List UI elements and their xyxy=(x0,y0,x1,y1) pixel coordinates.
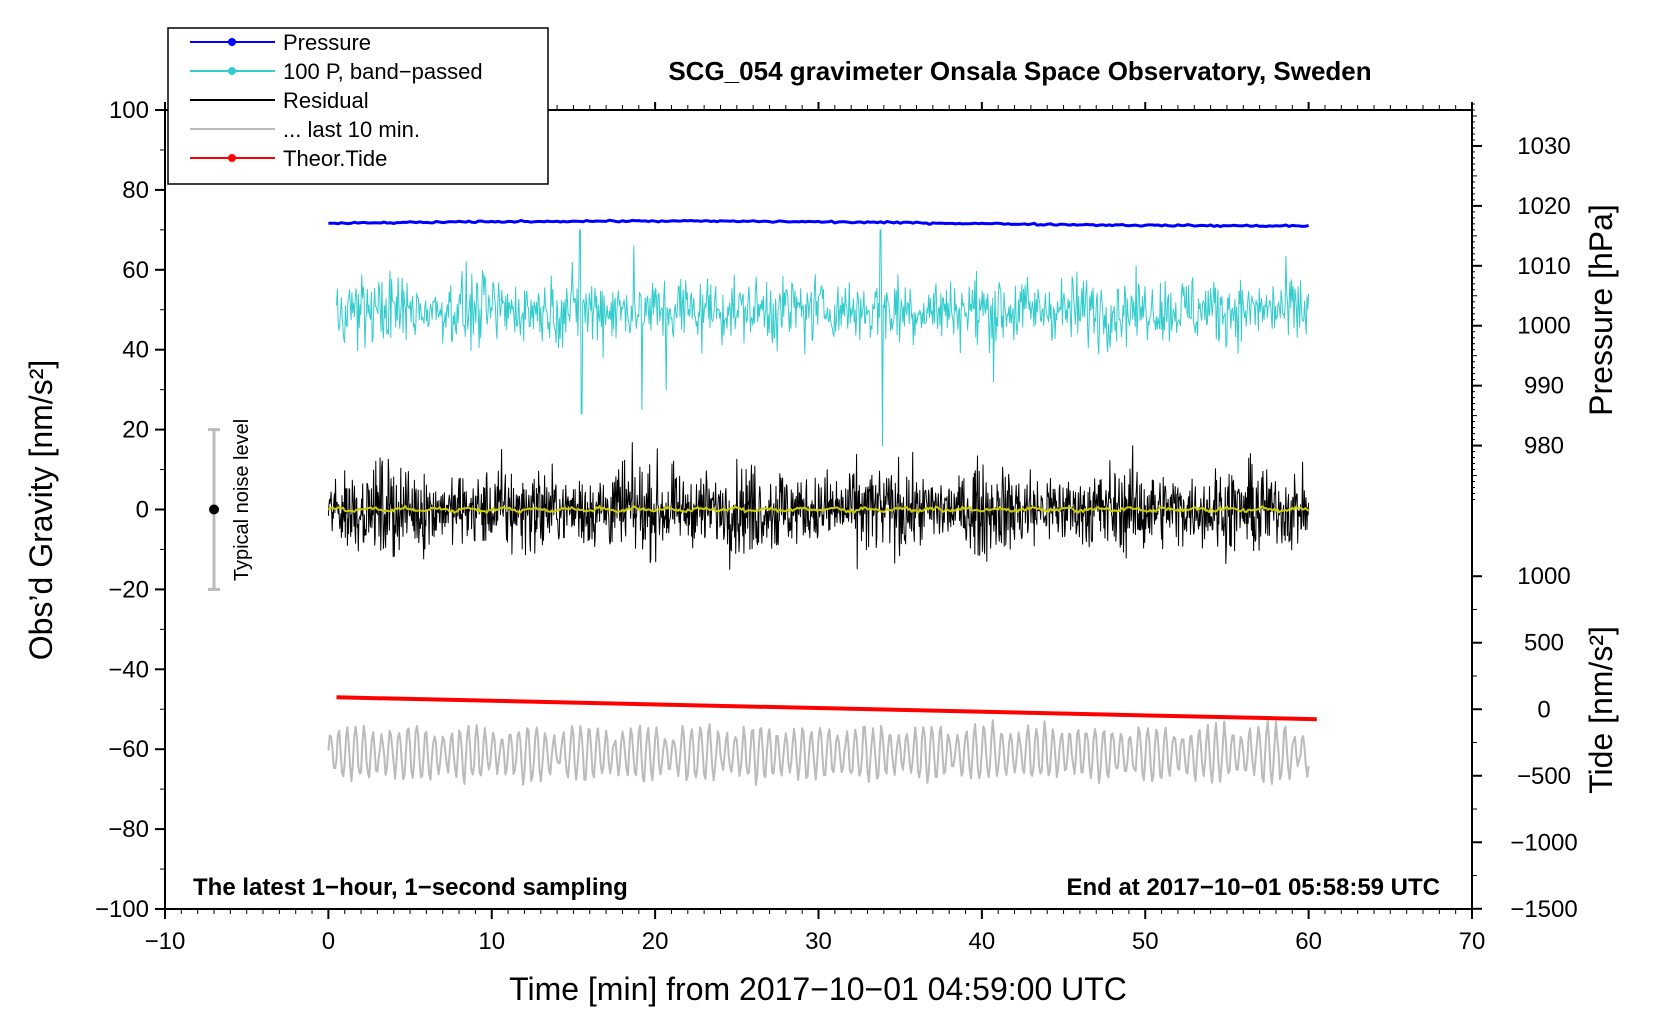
annotation-sampling: The latest 1−hour, 1−second sampling xyxy=(193,874,628,901)
y-tick-label: −80 xyxy=(108,816,149,843)
tide-tick-label: 1000 xyxy=(1517,563,1570,590)
tide-tick-label: −1500 xyxy=(1510,896,1577,923)
legend-label: 100 P, band−passed xyxy=(283,59,483,84)
x-tick-label: 0 xyxy=(322,928,335,955)
x-tick-label: 60 xyxy=(1295,928,1322,955)
tide-tick-label: −500 xyxy=(1517,763,1571,790)
y-tick-label: 60 xyxy=(122,257,149,284)
x-tick-label: −10 xyxy=(145,928,186,955)
tide-tick-label: 0 xyxy=(1537,696,1550,723)
legend-marker xyxy=(228,154,236,162)
annotation-end-time: End at 2017−10−01 05:58:59 UTC xyxy=(1066,874,1440,901)
pressure-tick-label: 1010 xyxy=(1517,253,1570,280)
noise-level-label: Typical noise level xyxy=(231,419,253,581)
series-residual xyxy=(327,442,1310,570)
x-tick-label: 30 xyxy=(805,928,832,955)
y-axis-title-left: Obs’d Gravity [nm/s²] xyxy=(23,360,59,661)
y-tick-label: 80 xyxy=(122,177,149,204)
x-axis: −10 0 10 20 30 40 50 60 70 xyxy=(145,102,1486,955)
x-tick-label: 40 xyxy=(969,928,996,955)
pressure-tick-label: 1030 xyxy=(1517,133,1570,160)
y-tick-label: 40 xyxy=(122,337,149,364)
x-tick-label: 70 xyxy=(1459,928,1486,955)
series-residual-smoothed xyxy=(328,505,1310,515)
noise-level-bar xyxy=(208,428,221,591)
plot-area xyxy=(327,218,1317,786)
y-tick-label: −100 xyxy=(95,896,149,923)
series-band-passed xyxy=(336,229,1310,447)
tide-tick-label: −1000 xyxy=(1510,829,1577,856)
pressure-tick-label: 990 xyxy=(1524,373,1564,400)
y-axis-left: −100 −80 −60 −40 −20 0 20 40 60 80 100 xyxy=(95,97,165,923)
legend-label: ... last 10 min. xyxy=(283,117,420,142)
pressure-tick-label: 1020 xyxy=(1517,193,1570,220)
y-axis-title-tide: Tide [nm/s²] xyxy=(1583,626,1619,794)
series-pressure xyxy=(328,218,1310,228)
legend: Pressure 100 P, band−passed Residual ... la… xyxy=(167,27,549,185)
x-tick-label: 10 xyxy=(478,928,505,955)
series-last-10-min xyxy=(327,719,1310,786)
noise-bar-center-dot xyxy=(209,504,220,515)
chart-title: SCG_054 gravimeter Onsala Space Observat… xyxy=(668,56,1371,86)
y-tick-label: −40 xyxy=(108,656,149,683)
tide-tick-label: 500 xyxy=(1524,630,1564,657)
pressure-tick-label: 1000 xyxy=(1517,313,1570,340)
y-axis-tide: −1500 −1000 −500 0 500 1000 xyxy=(1472,563,1578,923)
y-axis-title-pressure: Pressure [hPa] xyxy=(1583,204,1619,416)
y-tick-label: −20 xyxy=(108,576,149,603)
series-theor-tide xyxy=(336,695,1317,722)
pressure-tick-label: 980 xyxy=(1524,433,1564,460)
x-axis-title: Time [min] from 2017−10−01 04:59:00 UTC xyxy=(509,971,1127,1007)
x-tick-label: 20 xyxy=(642,928,669,955)
y-tick-label: 0 xyxy=(136,497,149,524)
y-tick-label: 20 xyxy=(122,417,149,444)
x-tick-label: 50 xyxy=(1132,928,1159,955)
legend-marker xyxy=(228,67,236,75)
legend-label: Residual xyxy=(283,88,369,113)
y-tick-label: 100 xyxy=(109,97,149,124)
legend-label: Pressure xyxy=(283,30,371,55)
y-axis-pressure: 980 990 1000 1010 1020 1030 xyxy=(1472,103,1571,501)
y-tick-label: −60 xyxy=(108,736,149,763)
legend-label: Theor.Tide xyxy=(283,146,387,171)
legend-marker xyxy=(228,38,236,46)
